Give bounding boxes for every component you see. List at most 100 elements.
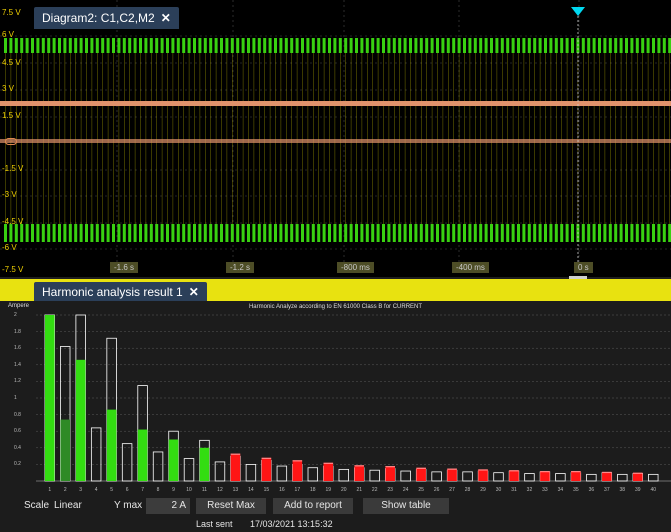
x-tick-label: 21 bbox=[356, 487, 363, 493]
green-trace-segment bbox=[652, 224, 655, 242]
measured-bar bbox=[75, 359, 86, 481]
green-trace-segment bbox=[544, 38, 547, 53]
green-trace-segment bbox=[549, 38, 553, 53]
green-trace-segment bbox=[360, 224, 364, 242]
x-tick-label: 40 bbox=[650, 487, 657, 493]
x-tick-label: 1 bbox=[48, 487, 52, 493]
green-trace-segment bbox=[306, 224, 310, 242]
green-trace-segment bbox=[522, 224, 526, 242]
limit-bar bbox=[617, 473, 628, 482]
scale-select[interactable]: Linear bbox=[54, 500, 82, 511]
x-tick-label: 24 bbox=[402, 487, 409, 493]
green-trace-segment bbox=[95, 38, 99, 53]
y-label-m4-5v: -4.5 V bbox=[2, 217, 24, 226]
limit-bar bbox=[307, 467, 319, 482]
green-trace-segment bbox=[414, 224, 418, 242]
tab-diagram2[interactable]: Diagram2: C1,C2,M2 ✕ bbox=[34, 7, 179, 29]
green-trace-segment bbox=[414, 38, 418, 53]
green-trace-segment bbox=[14, 224, 18, 242]
y-label-m6v: -6 V bbox=[2, 243, 17, 252]
green-trace-segment bbox=[635, 38, 639, 53]
green-trace-segment bbox=[317, 38, 321, 53]
green-trace-segment bbox=[398, 224, 402, 242]
green-trace-segment bbox=[625, 38, 628, 53]
y-tick-label: 0.4 bbox=[14, 444, 21, 451]
x-tick-label: 31 bbox=[511, 487, 517, 493]
measured-bar-cap bbox=[632, 472, 643, 474]
limit-bar bbox=[493, 472, 504, 482]
green-trace-segment bbox=[506, 38, 510, 53]
x-tick-label: 28 bbox=[464, 487, 471, 493]
green-trace-segment bbox=[463, 224, 466, 242]
green-trace bbox=[4, 38, 671, 242]
measured-bar-cap bbox=[540, 471, 550, 473]
y-label-7-5v: 7.5 V bbox=[2, 8, 21, 17]
green-trace-segment bbox=[9, 224, 13, 242]
green-trace-segment bbox=[274, 38, 277, 53]
green-trace-segment bbox=[209, 224, 213, 242]
ymax-input[interactable]: 2 A bbox=[146, 498, 190, 514]
measured-bar-cap bbox=[416, 467, 426, 469]
close-icon[interactable]: ✕ bbox=[188, 285, 199, 299]
add-to-report-button[interactable]: Add to report bbox=[273, 498, 353, 514]
green-trace-segment bbox=[225, 224, 229, 242]
channel-offset-marker-icon[interactable]: → bbox=[5, 138, 17, 145]
green-trace-segment bbox=[517, 38, 520, 53]
measured-bar bbox=[261, 457, 272, 481]
limit-bar bbox=[400, 470, 411, 482]
green-trace-segment bbox=[193, 224, 196, 242]
green-trace-segment bbox=[268, 38, 272, 53]
green-trace-segment bbox=[382, 224, 385, 242]
green-trace-segment bbox=[473, 224, 477, 242]
green-trace-segment bbox=[668, 224, 671, 242]
horizontal-scroll-handle[interactable] bbox=[569, 276, 587, 279]
x-tick-label: 22 bbox=[371, 487, 378, 493]
x-tick-label: 3 bbox=[79, 487, 83, 493]
green-trace-segment bbox=[376, 224, 380, 242]
measured-bar-cap bbox=[447, 468, 457, 470]
scope-waveform-canvas[interactable] bbox=[0, 0, 671, 277]
measured-bar bbox=[137, 429, 148, 481]
green-trace-segment bbox=[490, 38, 493, 53]
orange-trace bbox=[0, 101, 671, 106]
x-tick-label: 15 bbox=[263, 487, 270, 493]
green-trace-segment bbox=[371, 224, 375, 242]
green-trace-segment bbox=[441, 38, 445, 53]
green-trace-segment bbox=[500, 224, 504, 242]
ymax-label: Y max bbox=[114, 500, 143, 511]
green-trace-segment bbox=[236, 38, 240, 53]
green-trace-segment bbox=[198, 224, 202, 242]
trigger-marker-icon bbox=[571, 7, 585, 16]
x-label-m1-2s: -1.2 s bbox=[226, 262, 255, 273]
scope-diagram[interactable]: Diagram2: C1,C2,M2 ✕ 7.5 V 6 V 4.5 V 3 V … bbox=[0, 0, 671, 277]
green-trace-segment bbox=[338, 38, 342, 53]
green-trace-segment bbox=[484, 224, 488, 242]
green-trace-segment bbox=[603, 224, 607, 242]
x-tick-label: 37 bbox=[604, 487, 610, 493]
green-trace-segment bbox=[392, 224, 396, 242]
green-trace-segment bbox=[641, 38, 645, 53]
reset-max-button[interactable]: Reset Max bbox=[196, 498, 266, 514]
green-trace-segment bbox=[657, 38, 661, 53]
green-trace-segment bbox=[4, 38, 7, 53]
green-trace-segment bbox=[500, 38, 504, 53]
green-trace-segment bbox=[533, 38, 537, 53]
green-trace-segment bbox=[257, 38, 261, 53]
tab-harmonic-analysis[interactable]: Harmonic analysis result 1 ✕ bbox=[34, 282, 207, 302]
show-table-button[interactable]: Show table bbox=[363, 498, 449, 514]
limit-bar bbox=[152, 451, 164, 482]
green-trace-segment bbox=[144, 224, 148, 242]
green-trace-segment bbox=[47, 224, 51, 242]
green-trace-segment bbox=[317, 224, 321, 242]
green-trace-segment bbox=[657, 224, 661, 242]
green-trace-segment bbox=[198, 38, 202, 53]
green-trace-segment bbox=[592, 38, 596, 53]
green-trace-segment bbox=[149, 224, 153, 242]
x-tick-label: 19 bbox=[325, 487, 332, 493]
green-trace-segment bbox=[63, 224, 67, 242]
green-trace-segment bbox=[614, 224, 618, 242]
close-icon[interactable]: ✕ bbox=[160, 11, 171, 25]
y-label-1-5v: 1.5 V bbox=[2, 111, 21, 120]
green-trace-segment bbox=[436, 224, 439, 242]
measured-bar bbox=[292, 460, 303, 481]
